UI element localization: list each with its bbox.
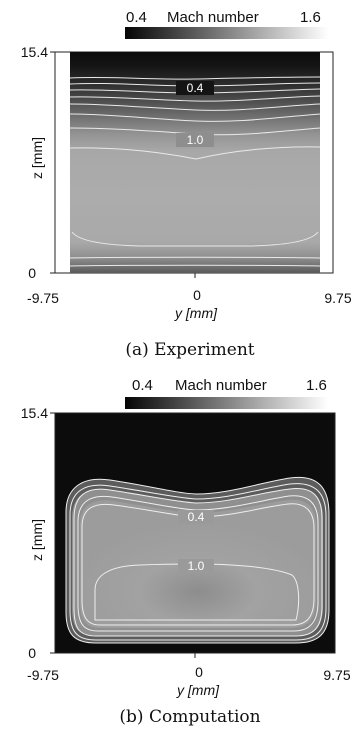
colorbar-b-max: 1.6 xyxy=(306,377,327,394)
xlabel-b: y [mm] xyxy=(176,682,220,698)
colorbar-a-max: 1.6 xyxy=(300,9,321,26)
colorbar-b xyxy=(125,397,328,409)
xtick-a-left: -9.75 xyxy=(27,290,59,306)
ytick-b-bottom: 0 xyxy=(28,645,36,661)
colorbar-b-label: Mach number xyxy=(175,377,267,394)
ytick-b-top: 15.4 xyxy=(21,405,48,421)
ytick-a-top: 15.4 xyxy=(21,44,48,60)
colorbar-a xyxy=(125,27,328,39)
ylabel-a: z [mm] xyxy=(29,137,45,179)
xlabel-a: y [mm] xyxy=(174,305,218,321)
contour-b-label-1: 1.0 xyxy=(188,559,205,573)
colorbar-a-label: Mach number xyxy=(167,9,259,26)
colorbar-b-min: 0.4 xyxy=(132,377,153,394)
xtick-b-right: 9.75 xyxy=(323,667,350,683)
ylabel-b: z [mm] xyxy=(29,519,45,561)
xtick-b-mid: 0 xyxy=(195,664,203,680)
xtick-a-mid: 0 xyxy=(193,287,201,303)
ytick-a-bottom: 0 xyxy=(28,265,36,281)
panel-computation: 0.4 Mach number 1.6 0.4 1.0 15.4 0 -9.75 xyxy=(21,377,351,727)
caption-b: (b) Computation xyxy=(119,707,260,727)
caption-a: (a) Experiment xyxy=(125,340,254,360)
panel-experiment: 0.4 Mach number 1.6 0.4 1.0 15.4 xyxy=(21,9,352,360)
colorbar-a-min: 0.4 xyxy=(126,9,147,26)
xtick-b-left: -9.75 xyxy=(27,667,59,683)
contour-b-label-0: 0.4 xyxy=(188,510,205,524)
contour-a-label-1: 1.0 xyxy=(187,133,204,147)
xtick-a-right: 9.75 xyxy=(324,290,351,306)
contour-a-label-0: 0.4 xyxy=(187,81,204,95)
